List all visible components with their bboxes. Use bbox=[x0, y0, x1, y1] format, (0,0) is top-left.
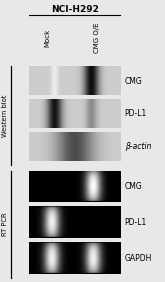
Text: GAPDH: GAPDH bbox=[125, 254, 152, 263]
Text: Mock: Mock bbox=[45, 29, 51, 47]
Text: CMG: CMG bbox=[125, 182, 142, 191]
Text: PD-L1: PD-L1 bbox=[125, 218, 147, 227]
Text: NCI-H292: NCI-H292 bbox=[51, 5, 99, 14]
Text: PD-L1: PD-L1 bbox=[125, 109, 147, 118]
Text: RT PCR: RT PCR bbox=[2, 212, 8, 236]
Text: CMG: CMG bbox=[125, 76, 142, 85]
Text: Western blot: Western blot bbox=[2, 94, 8, 137]
Text: β-actin: β-actin bbox=[125, 142, 151, 151]
Text: CMG O/E: CMG O/E bbox=[94, 23, 99, 53]
